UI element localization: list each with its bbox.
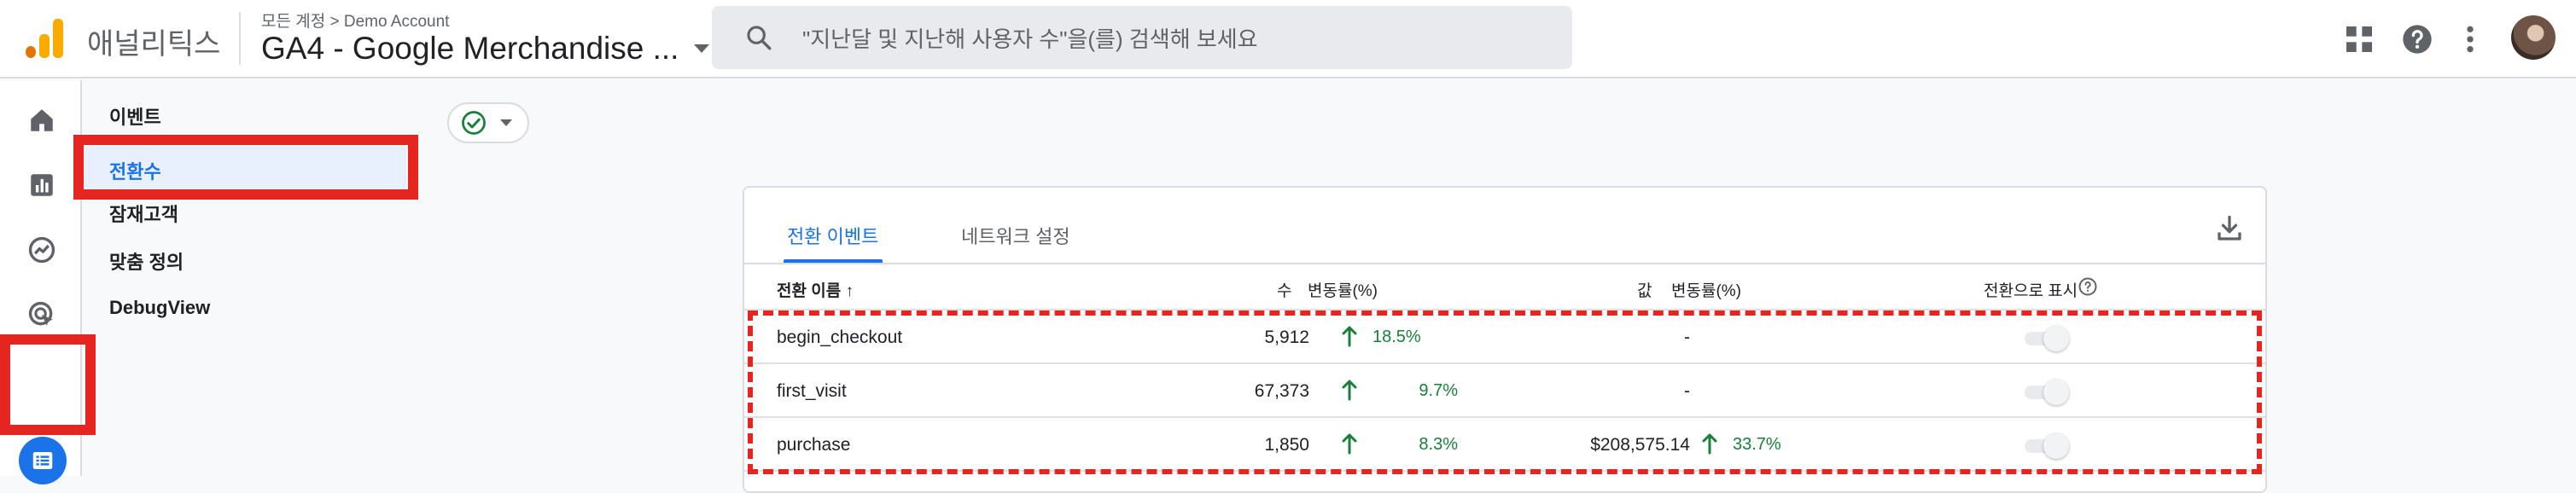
configure-button[interactable] <box>19 437 67 484</box>
header-divider <box>744 309 2265 310</box>
row-value: - <box>1684 328 1690 347</box>
more-vert-icon[interactable] <box>2453 22 2487 56</box>
column-header-count-change: 변동률(%) <box>1308 282 1378 300</box>
table-row: first_visit 67,373 9.7% - <box>744 364 2265 418</box>
download-icon[interactable] <box>2214 213 2245 244</box>
tab-conversion-events[interactable]: 전환 이벤트 <box>787 226 879 247</box>
row-value: - <box>1684 381 1690 401</box>
highlight-box-configure <box>0 334 96 435</box>
chevron-down-icon <box>500 119 512 126</box>
top-app-bar: 애널리틱스 모든 계정 > Demo Account GA4 - Google … <box>0 0 2576 78</box>
row-name: purchase <box>777 435 851 455</box>
mark-as-conversion-toggle[interactable] <box>2025 433 2072 459</box>
subnav-item-conversions[interactable]: 전환수 <box>84 147 406 189</box>
column-header-name[interactable]: 전환 이름 ↑ <box>777 282 854 300</box>
configure-subnav: 이벤트 전환수 잠재고객 맞춤 정의 DebugView <box>84 80 408 476</box>
chevron-down-icon <box>694 44 710 53</box>
explore-icon[interactable] <box>27 235 56 264</box>
row-value-change: 33.7% <box>1733 435 1781 454</box>
help-icon[interactable] <box>2400 22 2434 56</box>
row-name: begin_checkout <box>777 328 903 347</box>
navigation-rail <box>0 80 82 484</box>
arrow-up-icon <box>1342 380 1357 401</box>
conversions-card: 전환 이벤트 네트워크 설정 전환 이름 ↑ 수 변동률(%) 값 변동률(%)… <box>743 186 2267 493</box>
search-icon <box>747 26 772 50</box>
analytics-logo-icon[interactable] <box>26 19 65 58</box>
property-name: GA4 - Google Merchandise ... <box>261 31 679 66</box>
table-row: begin_checkout 5,912 18.5% - <box>744 310 2265 364</box>
search-placeholder: "지난달 및 지난해 사용자 수"을(를) 검색해 보세요 <box>802 26 1258 52</box>
tab-divider <box>744 263 2265 264</box>
avatar[interactable] <box>2511 15 2556 60</box>
configure-icon <box>32 452 53 469</box>
column-header-value[interactable]: 값 <box>1637 282 1652 300</box>
row-count-change: 8.3% <box>1419 435 1458 454</box>
row-count-change: 18.5% <box>1373 328 1421 346</box>
highlight-box-conversions <box>73 135 418 200</box>
subnav-item-debugview[interactable]: DebugView <box>109 297 211 318</box>
breadcrumb[interactable]: 모든 계정 > Demo Account <box>261 13 450 31</box>
column-header-value-change: 변동률(%) <box>1671 282 1741 300</box>
arrow-up-icon <box>1702 433 1717 455</box>
row-count: 5,912 <box>1264 328 1309 347</box>
row-value: $208,575.14 <box>1590 435 1690 455</box>
active-tab-indicator <box>784 259 883 263</box>
mark-as-conversion-toggle[interactable] <box>2025 326 2072 351</box>
header-divider <box>239 12 241 65</box>
subnav-item-custom-definitions[interactable]: 맞춤 정의 <box>109 252 184 273</box>
advertising-icon[interactable] <box>27 300 56 329</box>
data-status-chip[interactable] <box>447 102 529 143</box>
column-header-mark-as-conversion: 전환으로 표시 <box>1984 282 2078 300</box>
column-header-count[interactable]: 수 <box>1277 282 1292 300</box>
reports-icon[interactable] <box>27 171 56 200</box>
subnav-item-label: 전환수 <box>109 161 161 183</box>
row-count-change: 9.7% <box>1419 381 1458 400</box>
arrow-up-icon <box>1342 433 1357 455</box>
apps-grid-icon[interactable] <box>2342 22 2376 56</box>
highlight-box-conversion-rows <box>748 310 2262 474</box>
home-icon[interactable] <box>27 106 56 135</box>
row-name: first_visit <box>777 381 847 401</box>
subnav-item-audiences[interactable]: 잠재고객 <box>109 204 178 225</box>
row-count: 67,373 <box>1254 381 1309 401</box>
check-circle-icon <box>462 111 486 135</box>
property-selector[interactable]: GA4 - Google Merchandise ... <box>261 31 710 67</box>
brand-name: 애널리틱스 <box>87 28 221 61</box>
mark-as-conversion-toggle[interactable] <box>2025 380 2072 405</box>
arrow-up-icon <box>1342 326 1357 347</box>
row-count: 1,850 <box>1264 435 1309 455</box>
subnav-item-events[interactable]: 이벤트 <box>109 107 161 128</box>
search-bar[interactable]: "지난달 및 지난해 사용자 수"을(를) 검색해 보세요 <box>712 6 1572 69</box>
help-outline-icon[interactable] <box>2078 276 2098 297</box>
tab-network-settings[interactable]: 네트워크 설정 <box>961 226 1070 247</box>
